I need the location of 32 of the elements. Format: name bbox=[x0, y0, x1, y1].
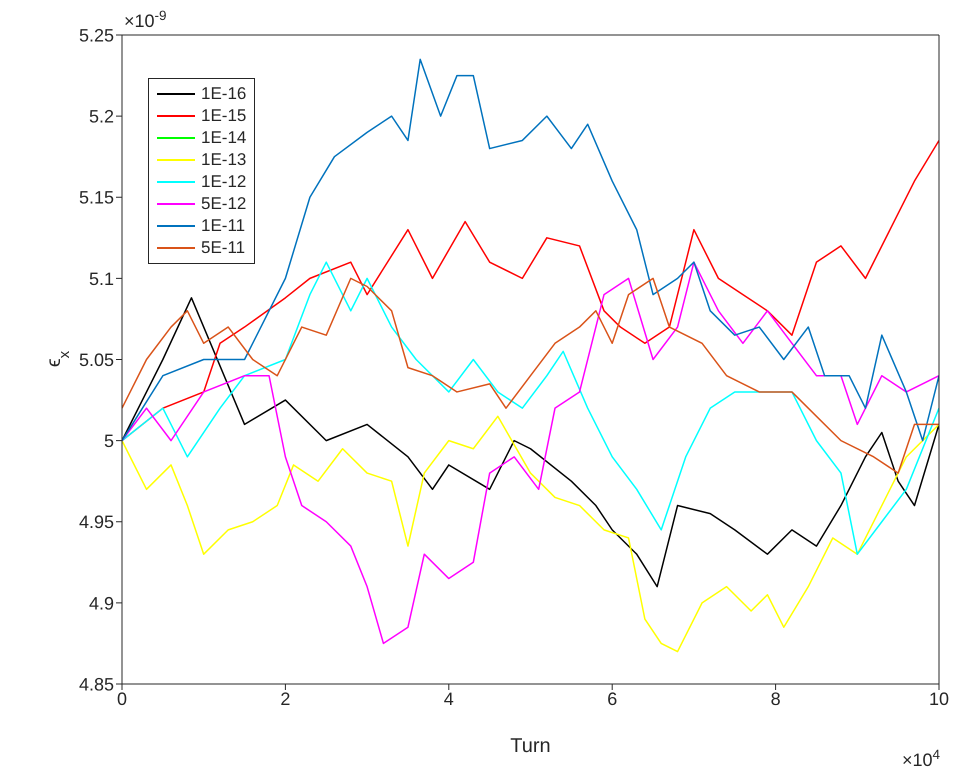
x-tick-label: 2 bbox=[280, 688, 290, 709]
line-series bbox=[122, 58, 939, 442]
y-tick-label: 4.9 bbox=[88, 593, 114, 614]
y-tick-label: 5.05 bbox=[78, 350, 114, 370]
legend-label: 1E-16 bbox=[201, 83, 246, 105]
legend-label: 1E-13 bbox=[201, 149, 246, 171]
line-series bbox=[122, 278, 939, 474]
y-tick-label: 5.1 bbox=[88, 268, 114, 289]
y-tick-label: 4.85 bbox=[78, 674, 114, 694]
x-tick-label: 4 bbox=[444, 688, 454, 709]
legend-label: 5E-12 bbox=[201, 193, 246, 215]
y-tick-label: 5.25 bbox=[78, 25, 114, 46]
y-tick-label: 5.2 bbox=[88, 106, 114, 127]
line-series bbox=[122, 261, 939, 555]
text: ×10$^{4}$ bbox=[902, 746, 940, 770]
line-series bbox=[122, 261, 939, 644]
line-series bbox=[122, 416, 939, 652]
line-series bbox=[122, 297, 939, 588]
y-tick-label: 5 bbox=[104, 431, 114, 452]
y-tick-label: 4.95 bbox=[78, 512, 114, 532]
text: ×10$^{-9}$ bbox=[124, 8, 167, 31]
x-tick-label: 0 bbox=[116, 688, 128, 709]
legend-label: 1E-15 bbox=[201, 105, 246, 127]
x-tick-label: 10 bbox=[928, 688, 950, 709]
legend-label: 5E-11 bbox=[201, 237, 246, 259]
x-axis-title: Turn bbox=[510, 735, 551, 757]
x-tick-label: 6 bbox=[607, 688, 618, 709]
legend-label: 1E-11 bbox=[201, 215, 246, 237]
legend-label: 1E-12 bbox=[201, 171, 246, 193]
y-tick-label: 5.15 bbox=[78, 188, 114, 208]
x-tick-label: 8 bbox=[770, 688, 781, 709]
legend-label: 1E-14 bbox=[201, 127, 246, 149]
